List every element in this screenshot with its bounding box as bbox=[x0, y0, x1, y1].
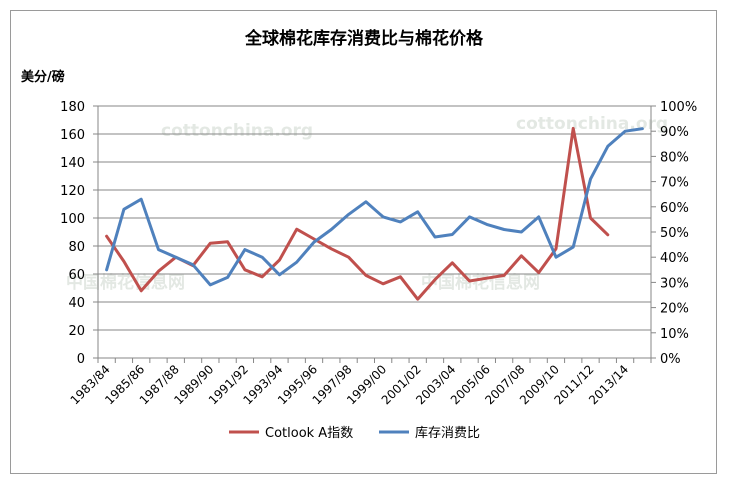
watermark-text: 中国棉花信息网 bbox=[66, 272, 185, 293]
y-left-tick-label: 40 bbox=[68, 296, 85, 311]
y-left-tick-label: 100 bbox=[60, 212, 85, 227]
grid-layer bbox=[98, 105, 651, 359]
y-left-tick-label: 180 bbox=[60, 100, 85, 115]
y-right-tick-label: 20% bbox=[660, 302, 689, 317]
y-left-tick-label: 60 bbox=[68, 268, 85, 283]
y-right-tick-label: 100% bbox=[660, 100, 697, 115]
y-right-tick-label: 30% bbox=[660, 276, 689, 291]
y-right-tick-label: 40% bbox=[660, 251, 689, 266]
legend-label: Cotlook A指数 bbox=[265, 426, 353, 441]
watermark-text: 中国棉花信息网 bbox=[421, 272, 540, 293]
y-right-tick-label: 90% bbox=[660, 125, 689, 140]
axis-layer: 0 20 40 60 80 100 120 140 160 180 0% 10% 20% 30% 40% 50… bbox=[60, 100, 697, 407]
y-right-tick-label: 50% bbox=[660, 226, 689, 241]
series-layer bbox=[105, 126, 644, 301]
y-left-unit-label: 美分/磅 bbox=[21, 69, 65, 85]
y-left-tick-label: 160 bbox=[60, 128, 85, 143]
y-left-tick-label: 140 bbox=[60, 156, 85, 171]
y-left-tick-label: 0 bbox=[77, 352, 85, 367]
watermark-text: cottonchina.org bbox=[161, 121, 313, 141]
y-right-tick-label: 70% bbox=[660, 176, 689, 191]
y-left-tick-label: 120 bbox=[60, 184, 85, 199]
y-left-tick-label: 20 bbox=[68, 324, 85, 339]
y-right-tick-label: 80% bbox=[660, 150, 689, 165]
y-right-tick-label: 10% bbox=[660, 327, 689, 342]
chart-svg: cottonchina.org cottonchina.org 中国棉花信息网 中国棉… bbox=[21, 28, 697, 441]
y-right-tick-label: 0% bbox=[660, 352, 681, 367]
legend: Cotlook A指数 库存消费比 bbox=[229, 425, 480, 441]
watermark-text: cottonchina.org bbox=[516, 114, 668, 134]
y-left-tick-label: 80 bbox=[68, 240, 85, 255]
chart-title: 全球棉花库存消费比与棉花价格 bbox=[244, 28, 484, 49]
series-line bbox=[105, 127, 644, 287]
legend-label: 库存消费比 bbox=[415, 425, 480, 441]
y-right-tick-label: 60% bbox=[660, 201, 689, 216]
chart-frame: cottonchina.org cottonchina.org 中国棉花信息网 中国棉… bbox=[10, 10, 717, 474]
